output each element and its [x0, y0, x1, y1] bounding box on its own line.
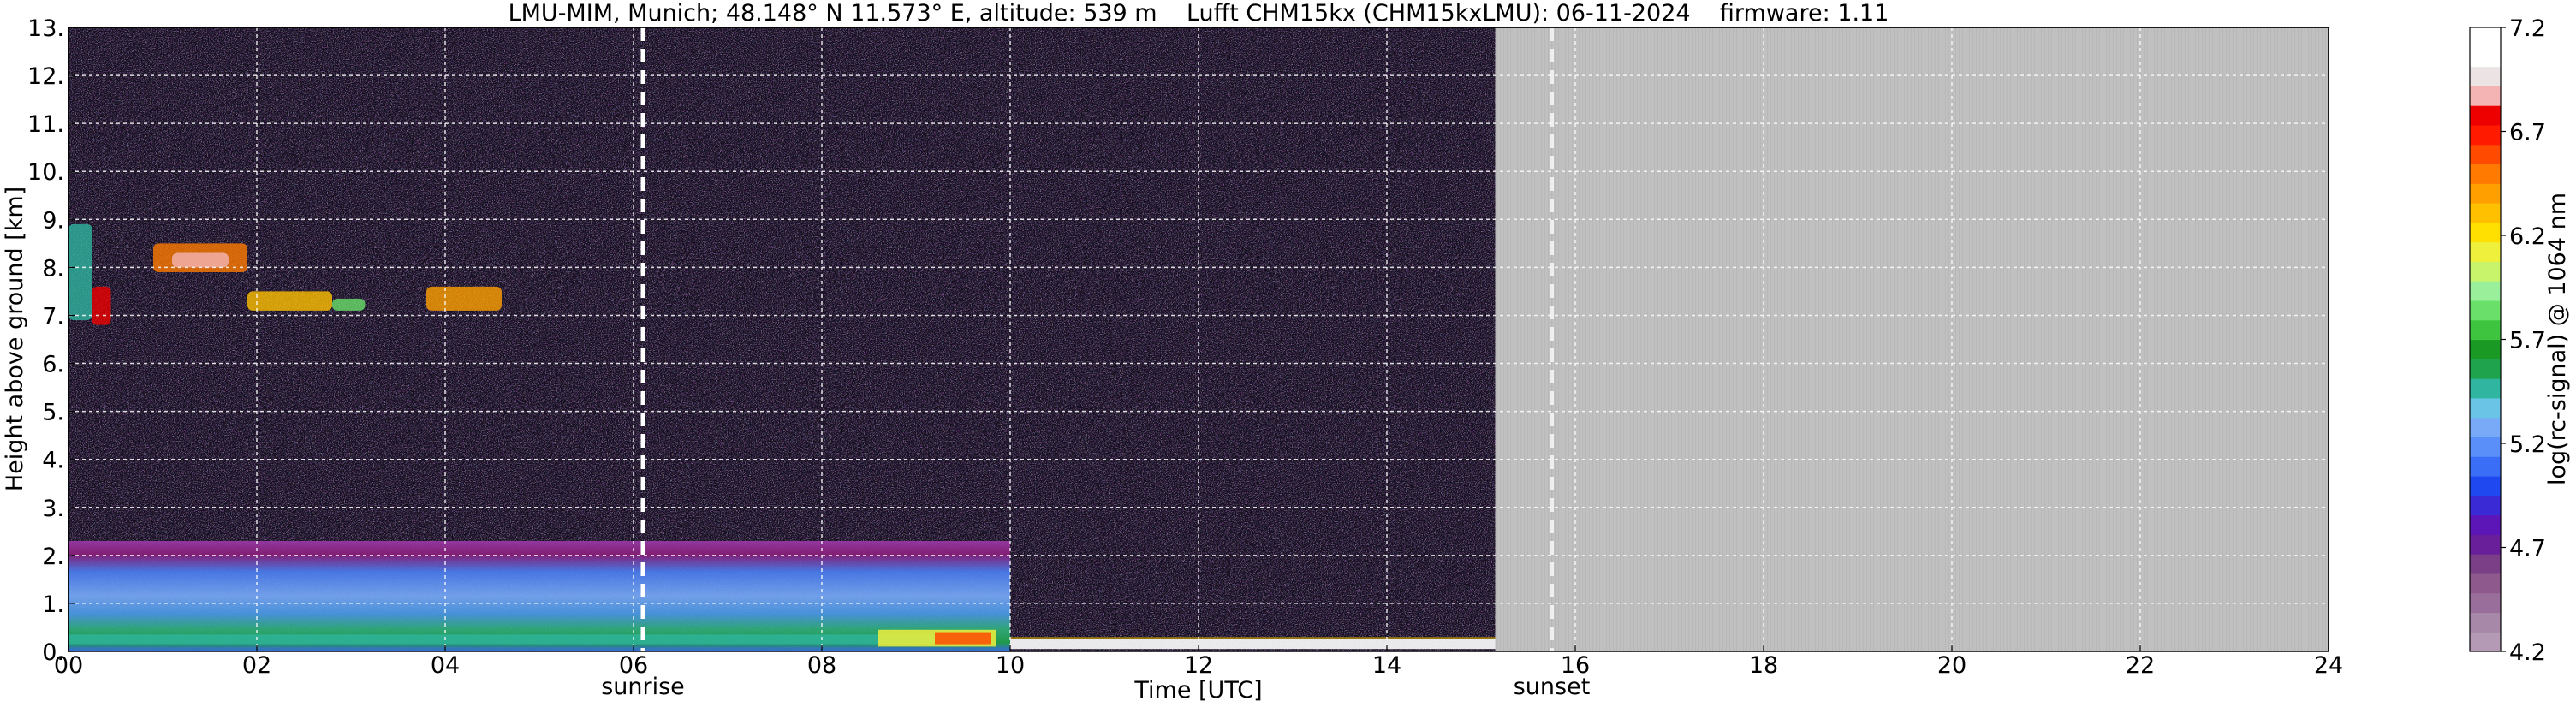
colorbar-tick-label: 4.7 — [2509, 536, 2546, 562]
cirrus-patch — [92, 286, 111, 325]
y-tick-label: 0. — [42, 639, 64, 666]
colorbar-segment — [2470, 612, 2501, 633]
colorbar-segment — [2470, 300, 2501, 321]
colorbar-segment — [2470, 632, 2501, 652]
colorbar-segment — [2470, 573, 2501, 594]
colorbar-segment — [2470, 534, 2501, 555]
boundary-layer — [68, 541, 1010, 651]
y-tick-label: 9. — [42, 207, 64, 234]
colorbar-segment — [2470, 261, 2501, 282]
x-tick-label: 10 — [996, 652, 1025, 679]
y-tick-label: 10. — [27, 159, 64, 186]
colorbar-tick-label: 7.2 — [2509, 15, 2546, 42]
colorbar-segment — [2470, 66, 2501, 86]
colorbar-label: log(rc-signal) @ 1064 nm — [2544, 193, 2571, 485]
y-tick-label: 8. — [42, 255, 64, 282]
chart-title: LMU-MIM, Munich; 48.148° N 11.573° E, al… — [509, 0, 1889, 27]
sunset-label: sunset — [1514, 674, 1591, 700]
colorbar-segment — [2470, 124, 2501, 146]
colorbar-tick-label: 4.2 — [2509, 639, 2546, 666]
y-tick-label: 13. — [27, 15, 64, 42]
colorbar-segment — [2470, 378, 2501, 399]
y-tick-label: 6. — [42, 352, 64, 378]
cirrus-patch — [247, 291, 332, 311]
cirrus-patch — [332, 298, 366, 311]
plot-area — [68, 27, 2329, 651]
x-tick-label: 04 — [431, 652, 460, 679]
y-tick-label: 11. — [27, 111, 64, 138]
colorbar-segment — [2470, 554, 2501, 574]
colorbar-segment — [2470, 281, 2501, 301]
y-tick-label: 12. — [27, 63, 64, 90]
colorbar-segment — [2470, 241, 2501, 262]
x-tick-label: 00 — [54, 652, 83, 679]
annotations: sunrise sunset — [601, 674, 1590, 700]
y-tick-label: 2. — [42, 544, 64, 570]
colorbar-segment — [2470, 359, 2501, 379]
colorbar-segment — [2470, 46, 2501, 68]
y-tick-label: 3. — [42, 496, 64, 522]
y-tick-label: 7. — [42, 303, 64, 330]
x-tick-label: 24 — [2314, 652, 2343, 679]
cirrus-patch — [172, 253, 229, 268]
x-tick-label: 14 — [1372, 652, 1401, 679]
colorbar-segment — [2470, 514, 2501, 535]
x-tick-label: 22 — [2126, 652, 2155, 679]
colorbar-tick-label: 5.2 — [2509, 431, 2546, 458]
cirrus-patch — [426, 286, 502, 311]
x-axis-label: Time [UTC] — [1133, 677, 1262, 704]
x-axis: 00 02 04 06 08 10 12 14 16 18 20 22 24 — [54, 645, 2343, 679]
colorbar-segment — [2470, 222, 2501, 243]
colorbar-segment — [2470, 86, 2501, 106]
colorbar: 4.2 4.7 5.2 5.7 6.2 6.7 7.2 — [2469, 15, 2546, 666]
colorbar-segment — [2470, 144, 2501, 165]
surface-layer-peak — [935, 632, 991, 645]
x-tick-label: 20 — [1937, 652, 1966, 679]
no-data-region — [1495, 27, 2329, 651]
y-axis-label: Height above ground [km] — [2, 187, 28, 491]
y-tick-label: 5. — [42, 400, 64, 426]
colorbar-segment — [2470, 183, 2501, 204]
colorbar-segment — [2470, 27, 2501, 48]
colorbar-segment — [2470, 339, 2501, 359]
y-tick-label: 1. — [42, 591, 64, 618]
colorbar-segment — [2470, 456, 2501, 477]
colorbar-segment — [2470, 105, 2501, 126]
colorbar-segment — [2470, 163, 2501, 184]
surface-layer — [68, 634, 991, 645]
surface-return — [1010, 639, 1496, 650]
colorbar-segment — [2470, 437, 2501, 457]
y-axis: 0. 1. 2. 3. 4. 5. 6. 7. 8. 9. 10. 11. 12. 13. — [27, 15, 75, 666]
colorbar-segment — [2470, 319, 2501, 341]
colorbar-segment — [2470, 203, 2501, 223]
x-tick-label: 12 — [1184, 652, 1213, 679]
surface-return-edge — [1010, 637, 1496, 639]
x-tick-label: 08 — [807, 652, 836, 679]
colorbar-segment — [2470, 475, 2501, 496]
colorbar-tick-label: 5.7 — [2509, 328, 2546, 354]
colorbar-tick-label: 6.2 — [2509, 223, 2546, 250]
x-tick-label: 16 — [1561, 652, 1590, 679]
cirrus-patch — [68, 223, 92, 321]
colorbar-segment — [2470, 417, 2501, 438]
colorbar-segment — [2470, 397, 2501, 419]
x-tick-label: 02 — [242, 652, 271, 679]
y-tick-label: 4. — [42, 448, 64, 474]
x-tick-label: 18 — [1749, 652, 1778, 679]
x-tick-label: 06 — [619, 652, 648, 679]
sunrise-label: sunrise — [601, 674, 685, 700]
colorbar-tick-label: 6.7 — [2509, 120, 2546, 146]
colorbar-segment — [2470, 592, 2501, 614]
colorbar-segment — [2470, 495, 2501, 516]
